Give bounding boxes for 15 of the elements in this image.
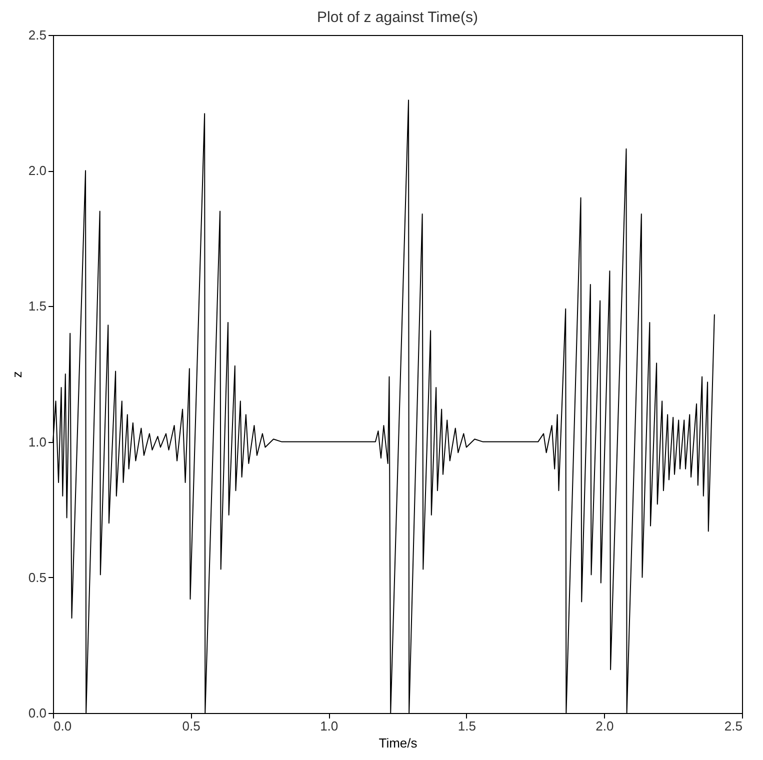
y-tick-label: 1.5	[28, 298, 46, 314]
chart-title: Plot of z against Time(s)	[317, 9, 478, 26]
x-tick-label: 0.0	[54, 718, 72, 734]
x-axis-title: Time/s	[378, 736, 418, 750]
x-tick-label: 1.5	[458, 718, 476, 734]
x-tick-label: 1.0	[320, 718, 338, 734]
y-tick-label: 2.0	[28, 163, 46, 178]
y-tick-label: 0.5	[28, 570, 46, 585]
x-tick-label: 2.0	[596, 718, 614, 734]
x-tick-label: 0.5	[182, 718, 200, 734]
x-tick-label: 2.5	[724, 718, 742, 734]
y-tick-label: 2.5	[28, 28, 46, 42]
y-tick-label: 1.0	[28, 434, 46, 450]
y-axis-title: z	[9, 371, 24, 378]
y-tick-label: 0.0	[28, 706, 46, 720]
